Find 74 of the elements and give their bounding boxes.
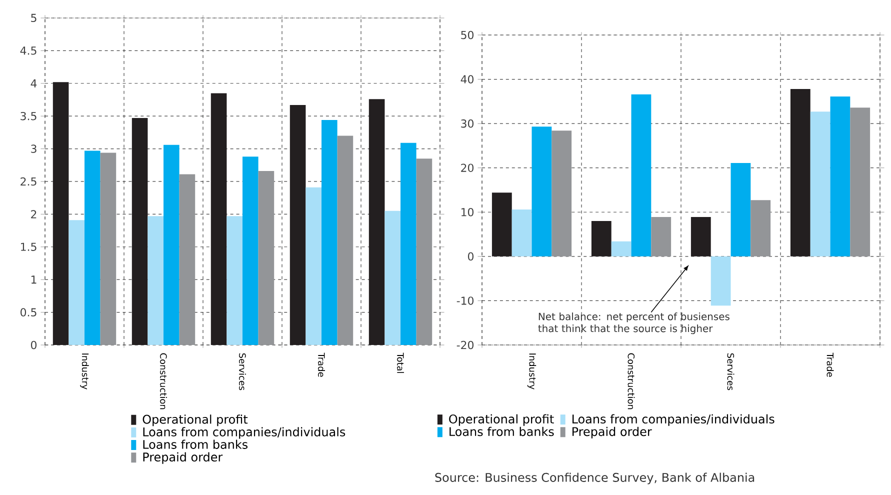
bar [750, 200, 771, 256]
bar [368, 99, 385, 345]
y-tick-label: 1 [31, 276, 36, 284]
bar [384, 210, 401, 345]
bar [512, 209, 532, 256]
y-tick-label: 0.5 [20, 308, 36, 316]
bar [611, 241, 632, 256]
legend-label: Operational profit [449, 414, 554, 426]
bar [258, 171, 274, 345]
bar [492, 192, 512, 256]
bar [337, 136, 354, 345]
bar [68, 220, 85, 345]
bar [810, 112, 830, 256]
bar [710, 256, 731, 306]
bar [690, 217, 711, 256]
bar [148, 216, 164, 345]
y-tick-label: 5 [31, 14, 36, 22]
x-tick-label: Total [397, 352, 404, 373]
bar [322, 120, 338, 345]
x-tick-label: Industry [527, 354, 536, 390]
bar [830, 96, 850, 256]
y-tick-label: 10 [461, 208, 474, 216]
legend-label: Prepaid order [572, 426, 652, 438]
y-tick-label: 4.5 [20, 46, 36, 55]
y-tick-label: 50 [461, 30, 474, 40]
bar [242, 156, 258, 345]
y-tick-label: -10 [456, 296, 474, 305]
bar [179, 174, 196, 345]
legend-label: Loans from companies/individuals [572, 414, 774, 426]
x-tick-label: Trade [826, 352, 834, 377]
bar [591, 220, 612, 256]
bar [631, 94, 652, 256]
bar [400, 142, 416, 345]
bar [552, 130, 572, 256]
bar [850, 108, 870, 256]
legend-label: Loans from companies/individuals [143, 427, 346, 439]
legend-label: Loans from banks [450, 426, 554, 436]
bar [651, 217, 672, 256]
y-tick-label: 2 [31, 210, 36, 218]
x-tick-label: Trade [318, 352, 325, 377]
x-tick-label: Industry [80, 354, 89, 390]
y-tick-label: 40 [460, 75, 474, 84]
annotation: Net balance: net percent of busienses that think that the source is higher [538, 312, 730, 334]
x-tick-label: Construction [160, 353, 167, 410]
bar [226, 216, 243, 345]
bar [790, 89, 810, 256]
bar [52, 82, 69, 345]
bar [416, 158, 432, 345]
bar [84, 150, 100, 345]
bar [730, 162, 751, 256]
source-note: Source: Business Confidence Survey, Bank of Albania [435, 472, 754, 484]
legend-label: Loans from banks [143, 440, 248, 449]
bar [132, 118, 148, 345]
y-tick-label: 20 [461, 164, 474, 172]
y-tick-label: 0 [30, 340, 36, 350]
bar [532, 126, 552, 256]
x-tick-label: Services [239, 353, 246, 390]
bar [290, 104, 306, 345]
legend-label: Operational profit [142, 414, 248, 426]
bar [100, 152, 116, 345]
y-tick-label: 3.5 [20, 112, 36, 120]
y-tick-label: 2.5 [20, 177, 36, 186]
x-tick-label: Services [727, 353, 734, 390]
bar [164, 144, 180, 345]
y-tick-label: 3 [31, 144, 36, 153]
y-tick-label: 1.5 [21, 242, 36, 251]
bar [210, 93, 227, 345]
x-tick-label: Construction [628, 353, 635, 410]
y-tick-label: 0 [468, 252, 474, 261]
y-tick-label: 4 [30, 79, 37, 88]
y-tick-label: -20 [456, 340, 474, 350]
y-tick-label: 30 [461, 119, 474, 128]
legend-label: Prepaid order [143, 452, 223, 464]
bar [306, 187, 322, 345]
